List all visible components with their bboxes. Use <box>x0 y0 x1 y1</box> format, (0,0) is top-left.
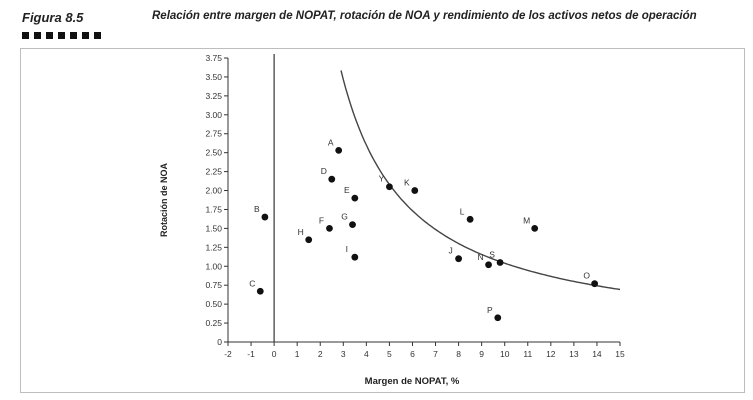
data-point-p <box>494 314 502 322</box>
point-label-y: Y <box>379 174 385 184</box>
x-tick-label: 6 <box>410 349 415 359</box>
y-tick-label: 2.50 <box>205 148 222 158</box>
point-label-p: P <box>487 305 493 315</box>
x-tick-label: 10 <box>500 349 510 359</box>
y-tick-label: 2.25 <box>205 167 222 177</box>
y-tick-label: 0.25 <box>205 318 222 328</box>
data-point-k <box>411 187 419 194</box>
y-tick-label: 1.25 <box>205 242 222 252</box>
y-tick-label: 3.00 <box>205 110 222 120</box>
y-tick-label: 3.50 <box>205 72 222 82</box>
point-label-h: H <box>298 227 304 237</box>
x-axis-label: Margen de NOPAT, % <box>365 376 460 387</box>
point-label-c: C <box>249 278 255 288</box>
y-tick-label: 2.75 <box>205 129 222 139</box>
y-tick-label: 1.75 <box>205 204 222 214</box>
x-tick-label: 5 <box>387 349 392 359</box>
x-tick-label: 14 <box>592 349 602 359</box>
data-point-d <box>328 175 336 183</box>
figure-frame <box>20 48 745 393</box>
x-axis: -2 -1 0 1 2 3 4 5 6 7 8 9 10 11 12 13 14 15 <box>224 341 625 359</box>
x-tick-label: 3 <box>341 349 346 359</box>
x-tick-label: 9 <box>479 349 484 359</box>
y-tick-label: 1.00 <box>205 261 222 271</box>
point-label-l: L <box>460 206 465 216</box>
y-axis: 0 0.25 0.50 0.75 1.00 1.25 1.50 1.75 2.00 2.25 2.5… <box>205 53 229 347</box>
point-label-k: K <box>404 178 410 188</box>
data-point-b <box>261 213 269 221</box>
point-label-s: S <box>489 249 495 259</box>
y-tick-label: 1.50 <box>205 223 222 233</box>
data-point-s <box>496 259 504 266</box>
x-tick-label: 7 <box>433 349 438 359</box>
data-point-j <box>455 255 462 263</box>
point-label-j: J <box>448 246 452 256</box>
x-tick-label: 8 <box>456 349 461 359</box>
x-tick-label: 1 <box>295 349 300 359</box>
x-tick-label: 4 <box>364 349 369 359</box>
point-label-d: D <box>321 166 327 176</box>
iso-return-curve <box>340 70 621 291</box>
data-point-i <box>351 253 359 261</box>
y-tick-label: 3.75 <box>205 53 222 63</box>
point-label-i: I <box>346 244 348 254</box>
x-tick-label: 2 <box>318 349 323 359</box>
data-point-g <box>349 221 356 229</box>
x-tick-label: 15 <box>615 349 625 359</box>
data-point-e <box>351 194 359 202</box>
point-label-o: O <box>583 271 590 281</box>
data-point-c <box>256 287 264 295</box>
point-label-a: A <box>328 137 334 147</box>
data-point-f <box>326 225 333 232</box>
x-tick-label: 13 <box>569 349 579 359</box>
x-tick-label: 11 <box>523 349 532 359</box>
figure-label: Figura 8.5 <box>22 10 84 25</box>
data-point-n <box>485 261 492 269</box>
data-point-y <box>386 183 393 191</box>
point-label-f: F <box>319 215 324 225</box>
point-label-g: G <box>341 212 348 222</box>
point-label-b: B <box>254 204 260 214</box>
y-tick-label: 0.75 <box>205 280 222 290</box>
point-label-n: N <box>477 252 483 262</box>
x-tick-label: 0 <box>272 349 277 359</box>
iso-curve-path <box>340 70 621 291</box>
x-tick-label: -1 <box>247 349 255 359</box>
data-points: A B C D E F G H I J K L M N O P S Y <box>249 137 599 322</box>
data-point-l <box>466 215 474 223</box>
figure-title: Relación entre margen de NOPAT, rotación… <box>152 10 697 22</box>
y-axis-label: Rotación de NOA <box>159 163 169 238</box>
data-point-o <box>591 280 599 288</box>
y-tick-label: 0.50 <box>205 299 222 309</box>
y-tick-label: 0 <box>217 337 222 347</box>
x-tick-label: 12 <box>546 349 556 359</box>
point-label-m: M <box>523 215 530 225</box>
y-tick-label: 2.00 <box>205 186 222 196</box>
data-point-m <box>531 225 539 232</box>
data-point-a <box>335 146 343 154</box>
decorative-squares <box>22 32 101 39</box>
y-tick-label: 3.25 <box>205 91 222 101</box>
point-label-e: E <box>344 185 350 195</box>
data-point-h <box>305 236 313 244</box>
x-tick-label: -2 <box>224 349 232 359</box>
